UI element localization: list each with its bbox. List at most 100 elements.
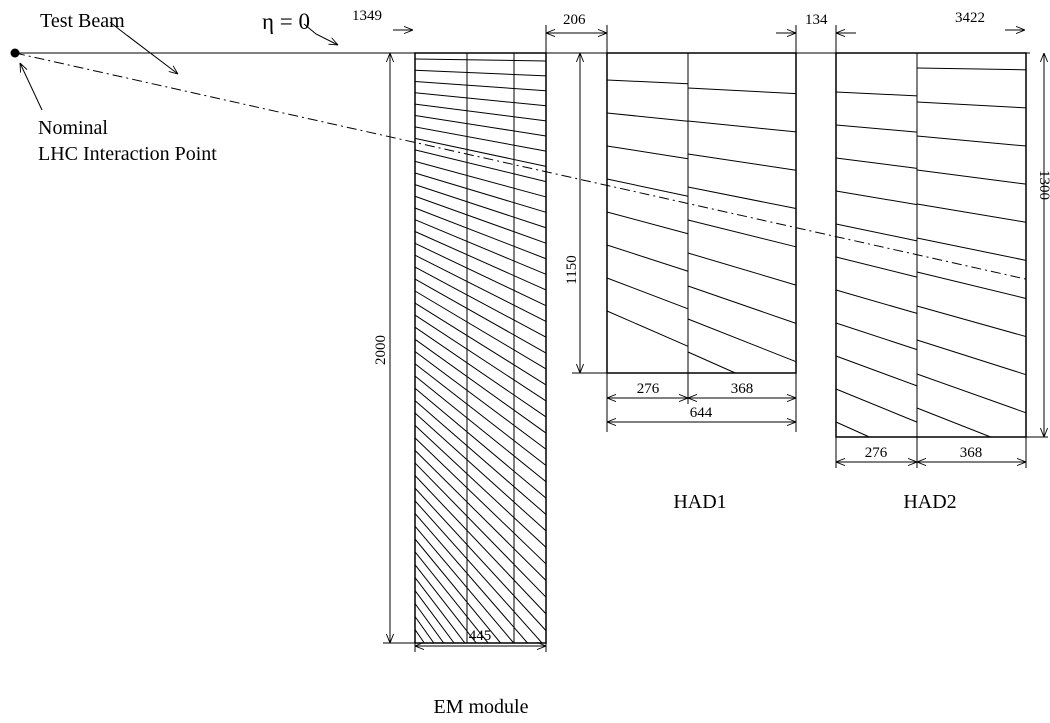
dim-label: 2000	[373, 335, 389, 365]
absorber-line	[687, 252, 797, 286]
absorber-line	[414, 500, 543, 644]
absorber-line	[414, 115, 547, 137]
absorber-line	[835, 289, 918, 314]
dim-label: 3422	[955, 10, 985, 26]
absorber-lines	[414, 58, 1027, 644]
dim-label: 1300	[1036, 170, 1050, 200]
absorber-line	[414, 103, 547, 122]
absorber-line	[414, 149, 547, 183]
absorber-line	[835, 223, 918, 242]
absorber-line	[414, 160, 547, 198]
absorber-line	[687, 351, 736, 374]
dim-label: 1150	[564, 255, 580, 284]
absorber-line	[414, 172, 547, 213]
absorber-line	[687, 153, 797, 171]
drawing	[10, 21, 1049, 652]
absorber-line	[414, 387, 547, 499]
absorber-line	[414, 266, 547, 338]
absorber-line	[414, 290, 547, 370]
eta-leader	[303, 23, 338, 45]
absorber-line	[414, 137, 547, 167]
absorber-line	[414, 564, 477, 644]
absorber-line	[835, 421, 870, 438]
dim-label: 134	[805, 12, 828, 28]
absorber-line	[606, 277, 689, 310]
absorber-line	[606, 244, 689, 272]
absorber-line	[916, 339, 1027, 376]
absorber-line	[414, 475, 547, 615]
absorber-line	[414, 590, 455, 644]
absorber-line	[835, 256, 918, 278]
em-module	[414, 52, 547, 644]
module-label: HAD2	[903, 491, 956, 513]
absorber-line	[606, 211, 689, 235]
absorber-line	[414, 462, 547, 598]
absorber-line	[414, 338, 547, 434]
eta-label: η = 0	[262, 9, 310, 34]
absorber-line	[916, 373, 1027, 414]
ip-label: LHC Interaction Point	[38, 143, 217, 165]
absorber-line	[606, 79, 689, 85]
absorber-line	[916, 271, 1027, 299]
dim-label: 1349	[352, 8, 382, 24]
absorber-line	[916, 101, 1027, 109]
absorber-line	[414, 80, 547, 92]
beam-leader	[109, 21, 178, 74]
absorber-line	[414, 487, 547, 631]
absorber-line	[606, 310, 689, 347]
dim-label: 368	[960, 445, 983, 461]
absorber-line	[835, 322, 918, 351]
dim-label: 276	[637, 381, 660, 397]
absorber-line	[414, 184, 547, 229]
absorber-line	[414, 616, 435, 644]
absorber-line	[606, 178, 689, 197]
absorber-line	[414, 425, 547, 548]
absorber-line	[414, 513, 528, 644]
dim-label: 276	[865, 445, 888, 461]
absorber-line	[414, 351, 547, 450]
absorber-line	[414, 58, 547, 62]
absorber-line	[414, 629, 425, 644]
absorber-line	[687, 285, 797, 324]
module-label: EM module	[434, 696, 529, 718]
absorber-line	[414, 603, 445, 644]
absorber-line	[606, 112, 689, 122]
had1-module	[606, 52, 797, 374]
absorber-line	[414, 314, 547, 402]
absorber-line	[414, 450, 547, 581]
absorber-line	[414, 551, 489, 644]
module-label: HAD1	[673, 491, 726, 513]
absorber-line	[916, 407, 991, 438]
absorber-line	[916, 305, 1027, 338]
absorber-line	[916, 135, 1027, 147]
absorber-line	[414, 195, 547, 244]
absorber-line	[606, 145, 689, 160]
absorber-line	[414, 400, 547, 515]
absorber-line	[414, 437, 547, 565]
absorber-line	[835, 190, 918, 206]
absorber-line	[916, 203, 1027, 223]
absorber-line	[414, 207, 547, 260]
absorber-line	[687, 219, 797, 248]
dim-label: 206	[563, 12, 586, 28]
absorber-line	[414, 231, 547, 291]
absorber-line	[414, 302, 547, 386]
absorber-line	[414, 412, 547, 532]
absorber-line	[414, 219, 547, 275]
absorber-line	[414, 525, 515, 644]
absorber-line	[916, 237, 1027, 261]
dim-label: 445	[469, 628, 492, 644]
absorber-line	[414, 126, 547, 152]
ip-label: Nominal	[38, 117, 108, 139]
absorber-line	[687, 120, 797, 133]
beam-label: Test Beam	[40, 10, 125, 32]
absorber-line	[835, 388, 918, 423]
absorber-line	[414, 254, 547, 322]
absorber-line	[916, 169, 1027, 185]
absorber-line	[414, 69, 547, 77]
absorber-line	[414, 242, 547, 307]
eta-line	[14, 52, 1031, 281]
ip-leader	[20, 63, 43, 111]
absorber-line	[835, 355, 918, 387]
